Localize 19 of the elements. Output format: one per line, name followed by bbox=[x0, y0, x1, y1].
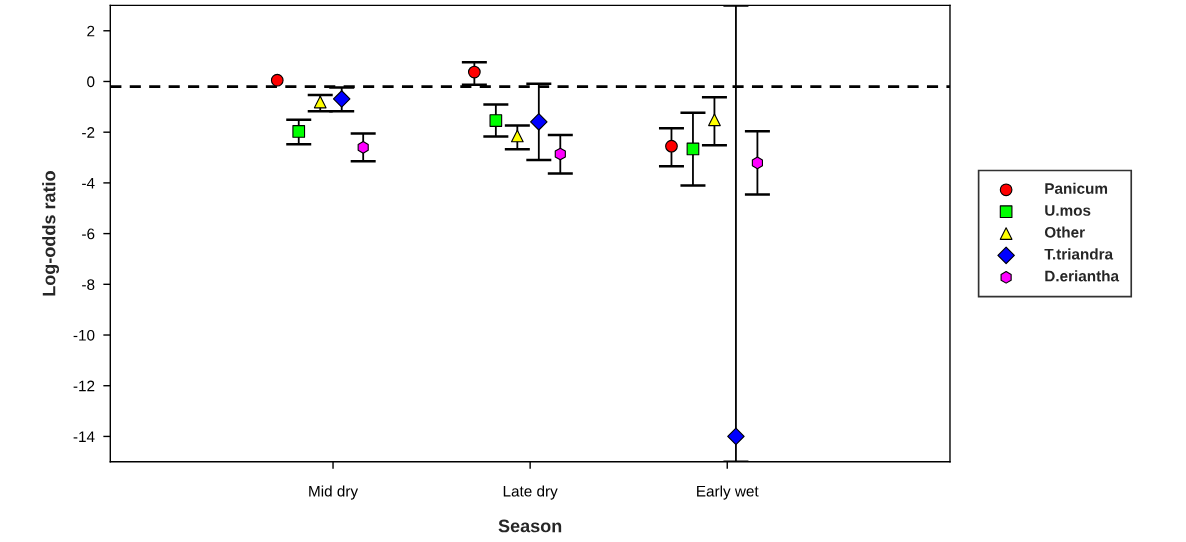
y-tick-label: 2 bbox=[87, 25, 95, 37]
y-tick-label: -12 bbox=[73, 380, 95, 392]
legend-label: U.mos bbox=[1045, 205, 1091, 216]
y-tick-label: -6 bbox=[82, 228, 95, 240]
y-tick-label: -2 bbox=[82, 127, 95, 138]
x-axis-title: Season bbox=[498, 519, 562, 533]
legend-label: Other bbox=[1044, 226, 1085, 238]
legend-label: D.eriantha bbox=[1045, 270, 1120, 282]
x-tick-label: Early wet bbox=[697, 485, 759, 500]
legend-label: T.triandra bbox=[1044, 248, 1114, 260]
legend-label: Panicum bbox=[1045, 182, 1108, 194]
x-tick-label: Mid dry bbox=[309, 485, 359, 500]
x-tick-label: Late dry bbox=[503, 485, 558, 500]
y-tick-label: -10 bbox=[73, 329, 95, 341]
y-tick-label: -4 bbox=[82, 177, 95, 189]
y-tick-label: -14 bbox=[73, 431, 95, 442]
y-tick-label: -8 bbox=[82, 279, 95, 290]
y-tick-label: 0 bbox=[87, 76, 95, 88]
y-axis-title: Log-odds ratio bbox=[42, 171, 60, 296]
